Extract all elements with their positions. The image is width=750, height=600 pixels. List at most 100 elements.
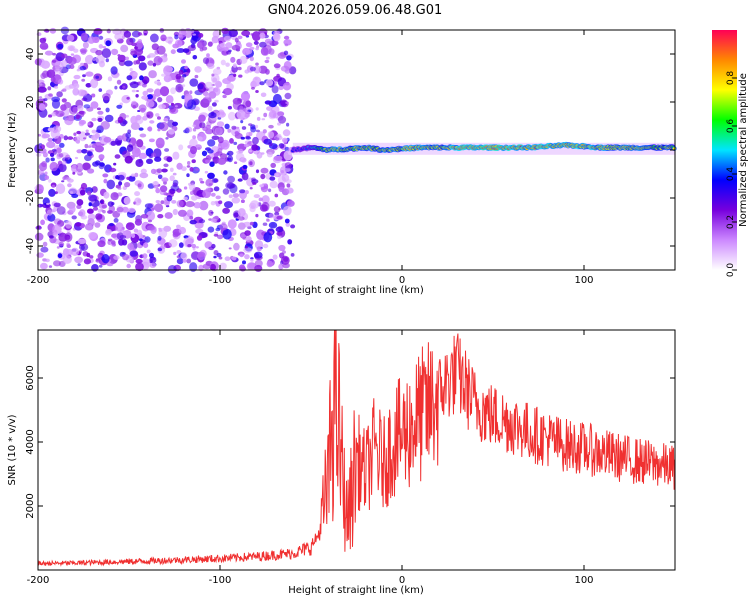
noise-blob <box>282 205 292 216</box>
noise-blob <box>266 106 273 111</box>
noise-blob <box>167 265 177 274</box>
noise-blob <box>241 126 247 130</box>
noise-blob <box>239 253 244 258</box>
noise-blob <box>263 138 273 145</box>
noise-blob <box>88 202 92 207</box>
noise-blob <box>103 136 112 143</box>
noise-blob <box>46 141 56 149</box>
noise-blob <box>87 122 91 126</box>
noise-blob <box>227 219 237 229</box>
noise-blob <box>50 157 55 162</box>
noise-blob <box>186 258 192 264</box>
noise-blob <box>77 238 87 244</box>
noise-blob <box>244 230 251 237</box>
noise-blob <box>268 213 274 219</box>
colorbar-tick-label: 0.6 <box>726 119 736 134</box>
noise-blob <box>262 243 269 249</box>
noise-blob <box>142 83 147 88</box>
noise-blob <box>113 74 119 79</box>
noise-blob <box>52 232 58 238</box>
noise-blob <box>172 179 179 186</box>
noise-blob <box>262 222 268 226</box>
noise-blob <box>52 148 57 152</box>
noise-blob <box>126 96 130 100</box>
noise-blob <box>278 263 284 270</box>
noise-blob <box>204 81 214 90</box>
noise-blob <box>124 60 133 67</box>
noise-blob <box>55 110 65 118</box>
noise-blob <box>78 89 88 97</box>
noise-blob <box>56 147 62 154</box>
noise-blob <box>283 167 291 172</box>
noise-blob <box>141 95 149 100</box>
noise-blob <box>159 121 169 132</box>
noise-blob <box>106 28 111 34</box>
noise-blob <box>219 223 228 231</box>
noise-blob <box>231 256 237 261</box>
noise-blob <box>283 150 293 161</box>
noise-blob <box>189 167 194 172</box>
noise-blob <box>286 55 292 61</box>
noise-blob <box>95 213 103 220</box>
noise-blob <box>273 206 281 213</box>
noise-blob <box>226 153 230 156</box>
noise-blob <box>173 251 177 256</box>
noise-blob <box>75 162 84 173</box>
noise-blob <box>260 47 269 56</box>
noise-blob <box>222 88 233 96</box>
noise-blob <box>48 179 52 183</box>
noise-blob <box>178 69 184 75</box>
noise-blob <box>284 162 292 169</box>
noise-blob <box>85 83 92 88</box>
noise-blob <box>282 82 292 91</box>
noise-blob <box>88 232 97 240</box>
noise-blob <box>178 226 187 235</box>
noise-blob <box>222 94 227 99</box>
noise-blob <box>60 104 67 111</box>
noise-blob <box>219 114 223 117</box>
noise-blob <box>126 263 131 269</box>
noise-blob <box>129 250 138 257</box>
noise-blob <box>251 179 259 184</box>
noise-blob <box>209 263 216 271</box>
noise-blob <box>212 68 222 75</box>
noise-blob <box>135 159 144 167</box>
spectrogram-x-label: Height of straight line (km) <box>288 285 424 296</box>
noise-blob <box>273 63 281 69</box>
noise-blob <box>137 39 142 44</box>
noise-blob <box>146 88 154 93</box>
noise-blob <box>149 262 157 268</box>
spectrogram-y-ticks: -40 -20 0 20 40 <box>25 48 675 254</box>
noise-blob <box>148 138 155 143</box>
noise-blob <box>282 137 288 143</box>
noise-blob <box>37 86 47 93</box>
noise-blob <box>221 139 230 150</box>
noise-blob <box>103 178 108 184</box>
noise-blob <box>47 86 52 91</box>
noise-blob <box>249 66 256 72</box>
noise-blob <box>145 100 155 108</box>
noise-blob <box>211 178 218 184</box>
noise-blob <box>80 32 88 41</box>
noise-blob <box>130 115 138 125</box>
noise-blob <box>170 184 180 191</box>
noise-blob <box>54 61 64 71</box>
noise-blob <box>122 85 126 89</box>
noise-blob <box>38 96 43 99</box>
noise-blob <box>217 157 227 165</box>
noise-blob <box>192 135 197 140</box>
noise-blob <box>221 27 229 35</box>
noise-blob <box>138 55 146 62</box>
noise-blob <box>74 156 79 160</box>
noise-blob <box>168 40 172 45</box>
noise-blob <box>265 56 270 60</box>
noise-blob <box>163 117 169 122</box>
noise-blob <box>51 184 56 188</box>
noise-blob <box>136 90 139 92</box>
noise-blob <box>71 215 77 220</box>
noise-blob <box>197 136 203 141</box>
noise-blob <box>272 32 281 42</box>
noise-blob <box>159 86 170 97</box>
noise-blob <box>189 78 199 87</box>
y-tick-label: 40 <box>25 48 36 61</box>
